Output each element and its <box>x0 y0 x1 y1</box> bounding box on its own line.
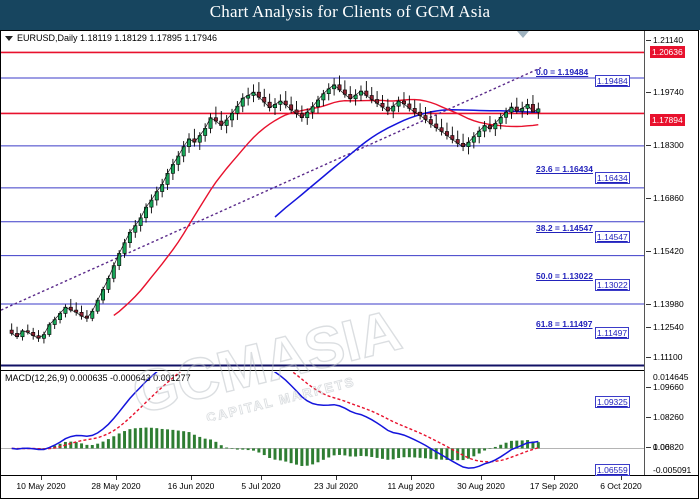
page-title: Chart Analysis for Clients of GCM Asia <box>209 2 491 21</box>
fib-label-382: 38.2 = 1.14547 <box>536 223 593 233</box>
time-label-4: 23 Jul 2020 <box>314 481 358 491</box>
fib-tag-500: 1.13022 <box>595 279 630 291</box>
macd-plot <box>1 372 645 469</box>
time-label-6: 30 Aug 2020 <box>457 481 505 491</box>
price-tick-3: 1.16860 <box>653 193 684 203</box>
price-axis[interactable]: 1.21140 1.19740 1.18300 1.16860 1.15420 … <box>646 31 699 475</box>
fib-label-618: 61.8 = 1.11497 <box>536 319 593 329</box>
time-label-3: 5 Jul 2020 <box>241 481 281 491</box>
price-tick-4: 1.15420 <box>653 246 684 256</box>
symbol-info-text: EURUSD,Daily 1.18119 1.18129 1.17895 1.1… <box>17 33 217 43</box>
macd-axis-bottom: -0.005091 <box>653 465 692 475</box>
symbol-info-bar[interactable]: EURUSD,Daily 1.18119 1.18129 1.17895 1.1… <box>5 33 217 43</box>
price-tag-high: 1.20636 <box>650 46 685 58</box>
price-tick-0: 1.21140 <box>653 35 684 45</box>
time-label-2: 16 Jun 2020 <box>167 481 215 491</box>
caret-down-icon[interactable] <box>5 36 13 42</box>
time-label-0: 10 May 2020 <box>16 481 66 491</box>
macd-pane[interactable]: MACD(12,26,9) 0.000635 -0.000643 0.00127… <box>1 372 645 475</box>
price-tick-9: 1.08260 <box>653 412 684 422</box>
axis-separator <box>644 31 645 475</box>
price-tick-2: 1.18300 <box>653 140 684 150</box>
fib-label-0: 0.0 = 1.19484 <box>536 67 589 77</box>
macd-info-bar: MACD(12,26,9) 0.000635 -0.000643 0.00127… <box>5 373 191 383</box>
macd-axis-top: 0.014645 <box>653 372 689 382</box>
time-axis[interactable]: 10 May 2020 28 May 2020 16 Jun 2020 5 Ju… <box>1 476 699 498</box>
pane-divider <box>1 370 645 371</box>
fib-tag-1000: 1.06559 <box>595 464 630 476</box>
time-label-5: 11 Aug 2020 <box>387 481 435 491</box>
price-pane[interactable]: 0.0 = 1.19484 23.6 = 1.16434 38.2 = 1.14… <box>1 31 645 369</box>
price-tick-10: 1.06820 <box>653 442 684 452</box>
fib-label-236: 23.6 = 1.16434 <box>536 164 593 174</box>
fib-tag-618: 1.11497 <box>595 327 630 339</box>
time-label-8: 6 Oct 2020 <box>600 481 642 491</box>
time-label-1: 28 May 2020 <box>91 481 141 491</box>
price-tick-6: 1.12540 <box>653 322 684 332</box>
price-tick-7: 1.11100 <box>653 352 683 362</box>
fib-tag-786: 1.09325 <box>595 396 630 408</box>
fib-tag-236: 1.16434 <box>595 172 630 184</box>
price-plot <box>1 51 645 367</box>
price-tag-current: 1.17894 <box>650 114 685 126</box>
price-tick-8: 1.09660 <box>653 382 684 392</box>
time-axis-separator <box>1 475 699 476</box>
macd-axis-zero: 0.00 <box>653 442 670 452</box>
macd-info-text: MACD(12,26,9) 0.000635 -0.000643 0.00127… <box>5 373 191 383</box>
fib-tag-382: 1.14547 <box>595 231 630 243</box>
time-label-7: 17 Sep 2020 <box>529 481 579 491</box>
fib-axis-tags: 1.19484 1.16434 1.14547 1.13022 1.11497 … <box>595 31 661 476</box>
chart-frame: 0.0 = 1.19484 23.6 = 1.16434 38.2 = 1.14… <box>0 30 699 499</box>
price-tick-1: 1.19740 <box>653 87 684 97</box>
fib-label-500: 50.0 = 1.13022 <box>536 271 593 281</box>
page-header: Chart Analysis for Clients of GCM Asia <box>0 0 700 30</box>
fib-tag-0: 1.19484 <box>595 75 630 87</box>
chart-position-marker-icon <box>517 31 529 38</box>
price-tick-5: 1.13980 <box>653 299 684 309</box>
